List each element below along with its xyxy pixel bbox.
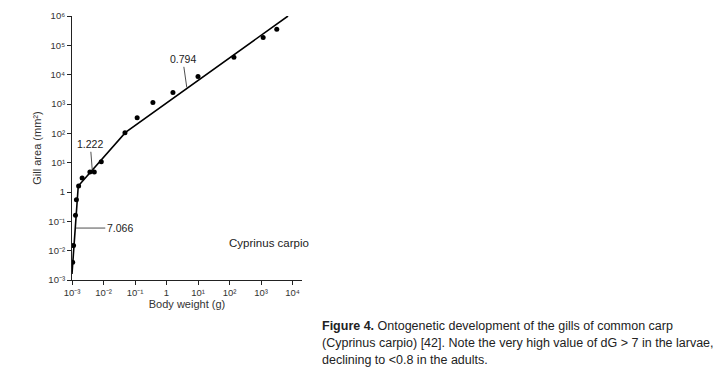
svg-text:10⁵: 10⁵ (51, 40, 66, 51)
svg-text:10²: 10² (51, 128, 65, 139)
svg-text:10¹: 10¹ (191, 287, 205, 298)
svg-text:10⁻¹: 10⁻¹ (127, 287, 144, 298)
svg-text:Cyprinus carpio: Cyprinus carpio (229, 237, 309, 249)
svg-text:10¹: 10¹ (51, 157, 65, 168)
svg-text:10⁻²: 10⁻² (95, 287, 112, 298)
svg-text:10⁻³: 10⁻³ (48, 274, 65, 285)
svg-text:10⁻³: 10⁻³ (64, 287, 81, 298)
svg-text:7.066: 7.066 (107, 222, 133, 234)
svg-text:10⁻¹: 10⁻¹ (48, 216, 65, 227)
svg-text:10⁻²: 10⁻² (48, 245, 65, 256)
svg-text:1.222: 1.222 (77, 138, 103, 150)
svg-text:0.794: 0.794 (170, 53, 196, 65)
svg-text:Gill area (mm²): Gill area (mm²) (31, 111, 43, 184)
svg-text:10²: 10² (223, 287, 237, 298)
svg-text:10⁴: 10⁴ (50, 69, 65, 80)
svg-text:10³: 10³ (51, 98, 65, 109)
html-text:Figure 4. Ontogenetic developm: Figure 4. Ontogenetic development of the… (322, 319, 714, 367)
svg-text:10⁶: 10⁶ (51, 10, 66, 21)
svg-text:Body weight (g): Body weight (g) (149, 298, 225, 310)
svg-text:1: 1 (60, 186, 65, 197)
svg-text:10³: 10³ (254, 287, 268, 298)
svg-text:10⁴: 10⁴ (285, 287, 300, 298)
svg-text:1: 1 (164, 287, 169, 298)
